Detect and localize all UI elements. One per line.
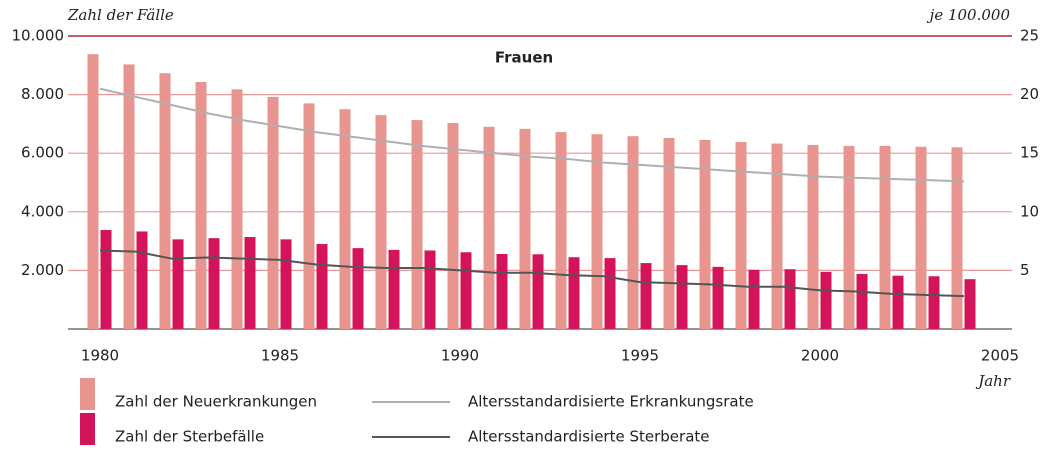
bar: [555, 132, 567, 329]
bar: [87, 54, 99, 329]
bar: [928, 276, 940, 329]
bar: [267, 96, 279, 329]
y2-tick-label: 25: [1020, 27, 1039, 45]
y-tick-label: 4.000: [21, 202, 64, 220]
bar: [712, 266, 724, 329]
bar: [339, 109, 351, 329]
x-axis-label: Jahr: [975, 372, 1011, 390]
bar: [820, 271, 832, 329]
bar: [195, 82, 207, 329]
y2-tick-label: 5: [1020, 261, 1030, 279]
bar: [388, 249, 400, 329]
bar: [915, 146, 927, 329]
bar: [964, 279, 976, 329]
y2-axis-label: je 100.000: [927, 6, 1011, 24]
x-tick-label: 1980: [81, 347, 119, 365]
bar: [951, 147, 963, 329]
bar: [460, 252, 472, 329]
x-tick-label: 2000: [801, 347, 839, 365]
x-tick-label: 1990: [441, 347, 479, 365]
bar: [375, 115, 387, 329]
bar: [411, 120, 423, 329]
bar: [303, 103, 315, 329]
y2-tick-label: 20: [1020, 85, 1039, 103]
legend-label: Altersstandardisierte Erkrankungsrate: [468, 393, 754, 411]
bar: [519, 128, 531, 329]
bar: [748, 269, 760, 329]
bar: [208, 238, 220, 329]
legend-swatch: [80, 378, 95, 410]
bar: [316, 244, 328, 329]
bar: [699, 140, 711, 329]
bar: [771, 143, 783, 329]
line: [99, 249, 965, 298]
bar: [627, 136, 639, 329]
bar: [280, 239, 292, 329]
bar: [244, 236, 256, 329]
x-tick-label: 1995: [621, 347, 659, 365]
bar: [604, 258, 616, 329]
bar: [892, 275, 904, 329]
legend-label: Altersstandardisierte Sterberate: [468, 428, 710, 446]
bar: [123, 64, 135, 330]
bar: [532, 254, 544, 329]
legend-label: Zahl der Neuerkrankungen: [115, 393, 317, 411]
bar: [640, 263, 652, 329]
bar: [136, 231, 148, 329]
bar: [568, 257, 580, 329]
bar: [676, 265, 688, 329]
line: [99, 87, 965, 183]
bar: [879, 145, 891, 329]
bar: [483, 126, 495, 329]
legend-label: Zahl der Sterbefälle: [115, 428, 264, 446]
bar: [843, 145, 855, 329]
bar: [856, 273, 868, 329]
bar: [591, 134, 603, 329]
legend-swatch: [80, 413, 95, 445]
chart-title: Frauen: [495, 49, 553, 67]
bar: [496, 253, 508, 329]
bar: [100, 229, 112, 329]
x-tick-label: 1985: [261, 347, 299, 365]
bar: [231, 89, 243, 330]
y2-tick-label: 10: [1020, 202, 1039, 220]
x-tick-label: 2005: [981, 347, 1019, 365]
bar: [352, 248, 364, 329]
bar: [172, 239, 184, 329]
bar: [735, 142, 747, 329]
y-axis-label: Zahl der Fälle: [67, 6, 174, 24]
bar: [447, 123, 459, 330]
y-tick-label: 6.000: [21, 144, 64, 162]
y-tick-label: 8.000: [21, 85, 64, 103]
bar: [159, 73, 171, 329]
bar: [784, 269, 796, 329]
y-tick-label: 2.000: [21, 261, 64, 279]
y2-tick-label: 15: [1020, 144, 1039, 162]
bar: [807, 144, 819, 329]
bar: [663, 137, 675, 329]
bar: [424, 250, 436, 329]
y-tick-label: 10.000: [12, 27, 65, 45]
